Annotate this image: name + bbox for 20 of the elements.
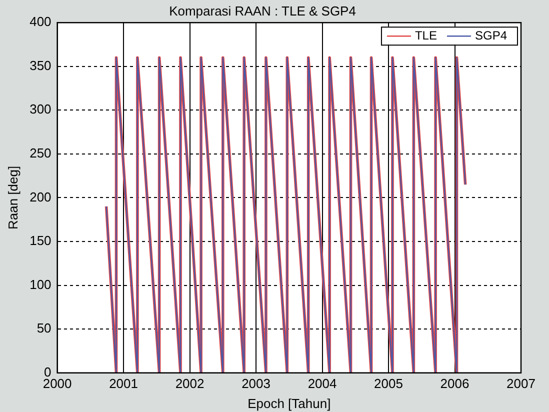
legend-label: SGP4: [474, 28, 508, 42]
y-tick-label: 50: [36, 320, 52, 336]
x-tick-label: 2007: [506, 376, 536, 392]
y-tick-label: 350: [30, 58, 52, 73]
x-tick-label: 2006: [440, 376, 470, 392]
y-axis-title: Raan [deg]: [5, 166, 20, 230]
chart-title: Komparasi RAAN : TLE & SGP4: [169, 3, 356, 18]
y-tick-label: 300: [30, 102, 52, 117]
y-tick-label: 200: [30, 189, 52, 204]
y-tick-label: 250: [30, 146, 52, 161]
x-tick-label: 2003: [242, 376, 270, 392]
x-axis-title: Epoch [Tahun]: [248, 396, 331, 411]
x-tick-label: 2001: [109, 376, 138, 392]
y-tick-label: 100: [30, 276, 52, 292]
x-tick-label: 2004: [308, 376, 337, 392]
x-tick-label: 2005: [374, 376, 403, 392]
y-tick-label: 150: [30, 233, 52, 248]
legend-label: TLE: [414, 28, 437, 42]
x-tick-label: 2002: [175, 376, 204, 392]
y-tick-label: 400: [30, 14, 52, 30]
